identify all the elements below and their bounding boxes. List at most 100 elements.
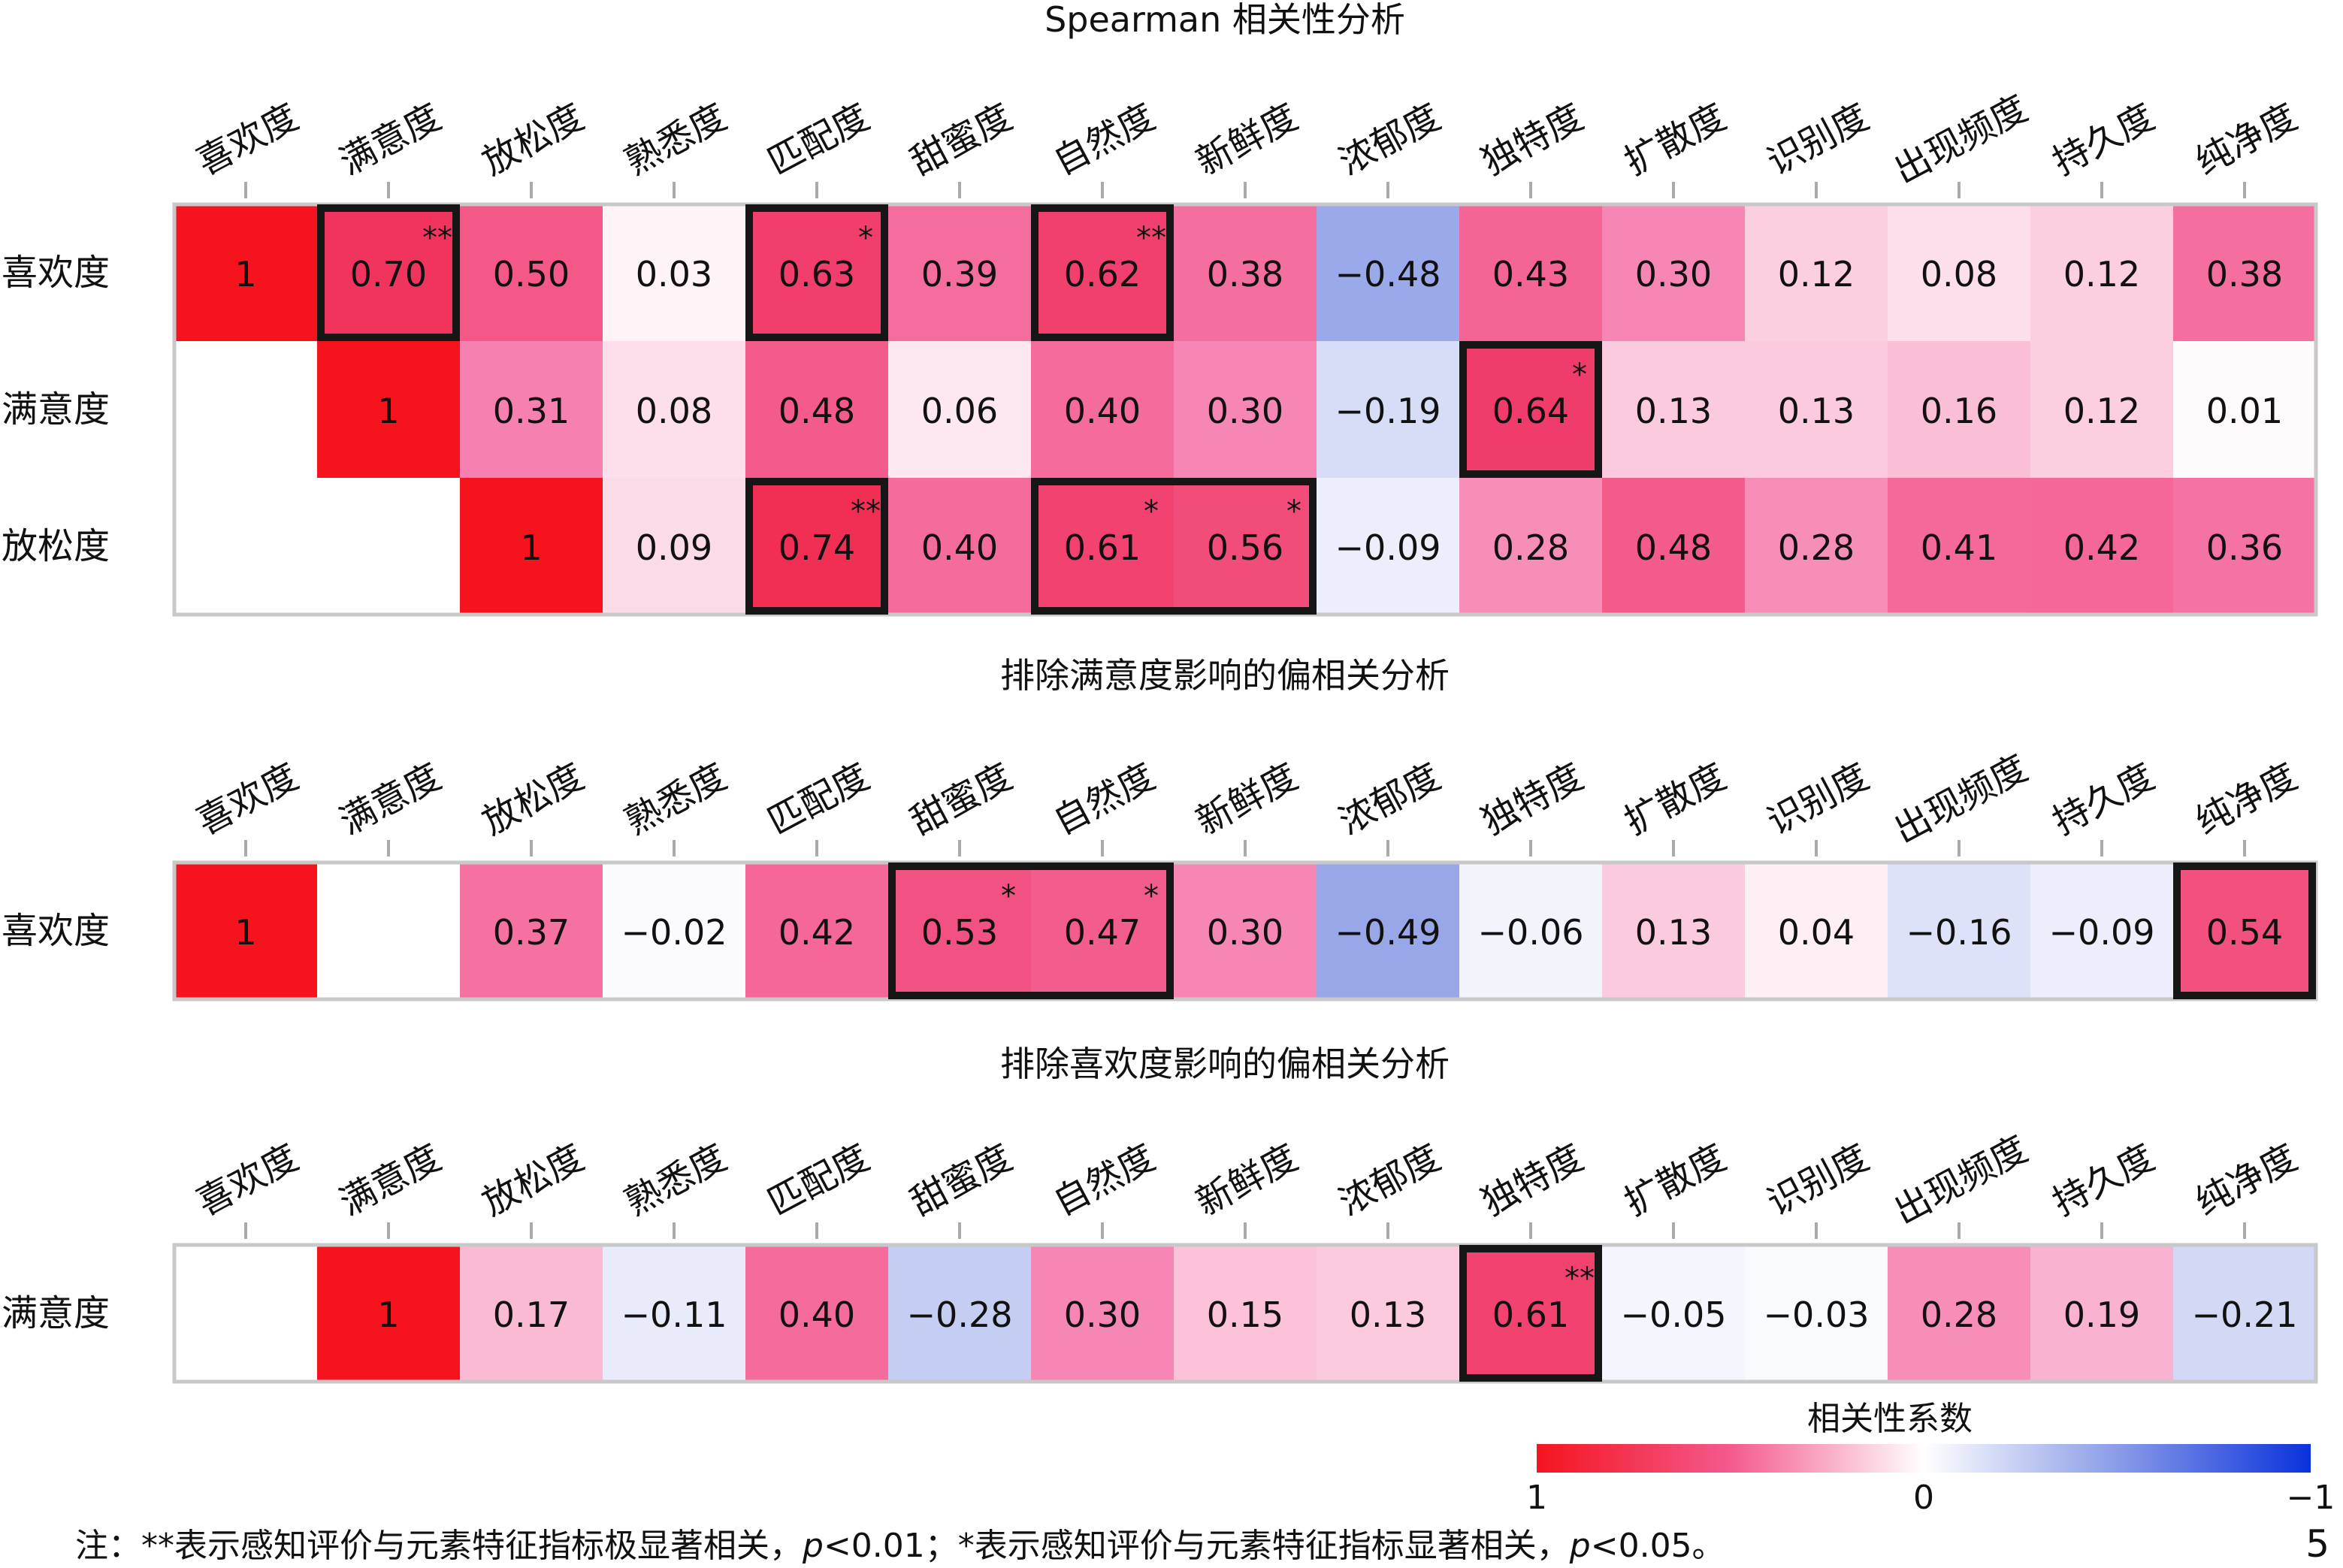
column-header: 识别度	[1761, 755, 1876, 843]
heatmap-cell	[1174, 204, 1317, 341]
column-header: 喜欢度	[190, 755, 305, 843]
column-header: 匹配度	[761, 1136, 876, 1224]
cell-value: 0.01	[2206, 391, 2283, 431]
significance-box	[745, 478, 888, 615]
column-header: 浓郁度	[1332, 95, 1447, 183]
heatmap-cell	[1888, 204, 2030, 341]
cell-value: 0.28	[1921, 1295, 1997, 1335]
column-header: 满意度	[333, 95, 448, 183]
heatmap-cell	[2173, 1245, 2316, 1382]
cell-value: 0.30	[1064, 1295, 1141, 1335]
significance-box	[888, 863, 1174, 999]
heatmap-cell	[1459, 1245, 1602, 1382]
legend-colorbar	[1537, 1444, 2311, 1473]
column-header: 持久度	[2046, 95, 2161, 183]
column-header: 喜欢度	[190, 95, 305, 183]
significance-marker: *	[1572, 358, 1587, 392]
legend-tick-label: 0	[1913, 1479, 1934, 1517]
color-legend: 相关性系数 1 0 −1	[1526, 1400, 2335, 1517]
heatmap-cell	[2030, 1245, 2173, 1382]
cell-value: −0.09	[2049, 912, 2155, 953]
column-header: 放松度	[476, 1136, 591, 1224]
cell-value: 0.53	[921, 912, 998, 953]
cell-value: 0.08	[636, 391, 712, 431]
column-header: 自然度	[1047, 1136, 1162, 1224]
heatmap-cell	[1888, 478, 2030, 615]
column-header: 出现频度	[1888, 1128, 2035, 1233]
heatmap-cell	[1745, 863, 1888, 999]
significance-marker: **	[851, 494, 881, 529]
heatmap-cell	[2030, 341, 2173, 478]
heatmap-cell	[745, 863, 888, 999]
heatmap-cell	[2030, 478, 2173, 615]
column-header: 识别度	[1761, 95, 1876, 183]
footnote-prefix: 注：**表示感知评价与元素特征指标极显著相关，	[75, 1527, 803, 1565]
column-header: 纯净度	[2189, 755, 2304, 843]
heatmap-cell	[174, 478, 317, 615]
cell-value: 0.12	[2063, 254, 2140, 295]
heatmap-cell	[1459, 341, 1602, 478]
heatmap-cell	[174, 1245, 317, 1382]
column-header: 新鲜度	[1190, 1136, 1305, 1224]
row-label: 满意度	[2, 1292, 110, 1334]
cell-value: 0.13	[1778, 391, 1855, 431]
heatmap-cell	[888, 1245, 1031, 1382]
heatmap-cell	[603, 341, 745, 478]
cell-value: 0.56	[1207, 527, 1283, 568]
heatmap-cell	[1317, 341, 1459, 478]
cell-value: 0.40	[778, 1295, 855, 1335]
heatmap-cell	[1602, 341, 1745, 478]
heatmap-cell	[317, 204, 460, 341]
cell-value: 0.28	[1492, 527, 1569, 568]
cell-value: 0.70	[350, 254, 427, 295]
cell-value: 0.30	[1207, 912, 1283, 953]
heatmap-cell	[460, 1245, 603, 1382]
footnote-p-symbol: p	[1569, 1527, 1591, 1565]
heatmap-cell	[174, 863, 317, 999]
cell-value: 0.09	[636, 527, 712, 568]
legend-tick-label: 1	[1526, 1479, 1547, 1517]
cell-value: −0.19	[1335, 391, 1441, 431]
row-label: 满意度	[2, 388, 110, 431]
heatmap-cell	[1174, 341, 1317, 478]
cell-value: 0.48	[1635, 527, 1712, 568]
significance-box	[1459, 1245, 1602, 1382]
heatmap-cell	[2030, 863, 2173, 999]
heatmap-cell	[1174, 1245, 1317, 1382]
heatmap-cell	[317, 863, 460, 999]
heatmap-cell	[603, 204, 745, 341]
heatmap-cell	[1602, 478, 1745, 615]
heatmap-cell	[1317, 204, 1459, 341]
heatmap-cell	[2173, 341, 2316, 478]
heatmap-cell	[603, 1245, 745, 1382]
cell-value: 0.40	[1064, 391, 1141, 431]
heatmap-cell	[1317, 1245, 1459, 1382]
significance-marker: **	[422, 221, 452, 255]
cell-value: 0.47	[1064, 912, 1141, 953]
heatmap-cell	[603, 863, 745, 999]
column-header: 匹配度	[761, 755, 876, 843]
column-header: 扩散度	[1618, 95, 1733, 183]
cell-value: −0.49	[1335, 912, 1441, 953]
heatmap-cell	[1888, 1245, 2030, 1382]
column-header: 出现频度	[1888, 747, 2035, 852]
heatmap-cell	[1459, 478, 1602, 615]
cell-value: −0.21	[2192, 1295, 2298, 1335]
panel-title: Spearman 相关性分析	[1045, 0, 1405, 40]
significance-marker: *	[1001, 879, 1016, 914]
column-header: 独特度	[1475, 1136, 1590, 1224]
cell-value: 0.13	[1635, 912, 1712, 953]
column-header: 放松度	[476, 755, 591, 843]
significance-box	[1031, 478, 1317, 615]
cell-value: 0.04	[1778, 912, 1855, 953]
column-header: 出现频度	[1888, 87, 2035, 192]
cell-value: 0.16	[1921, 391, 1997, 431]
column-header: 甜蜜度	[904, 755, 1019, 843]
heatmap-cell	[1745, 478, 1888, 615]
cell-value: 0.37	[493, 912, 570, 953]
cell-value: 0.38	[2206, 254, 2283, 295]
cell-value: 0.19	[2063, 1295, 2140, 1335]
cell-value: 0.61	[1064, 527, 1141, 568]
